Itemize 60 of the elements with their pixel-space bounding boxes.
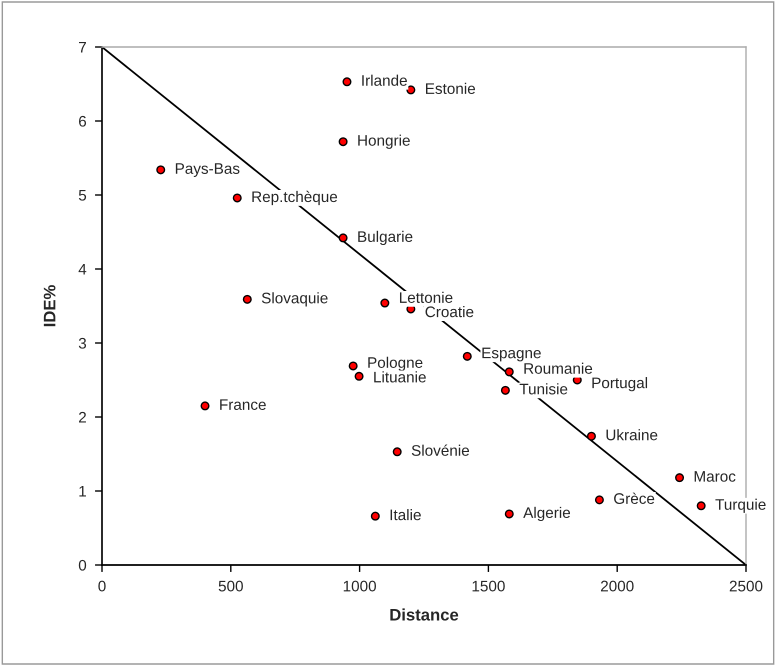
x-tick-label: 1000 — [344, 580, 376, 592]
annotation: Roumanie — [524, 362, 592, 374]
point — [348, 361, 358, 370]
annotation: Slovaquie — [262, 292, 328, 306]
point — [200, 401, 210, 410]
annotation: Algerie — [523, 506, 570, 522]
point — [242, 294, 252, 304]
point — [406, 85, 416, 94]
y-tick-label: 0 — [78, 560, 86, 571]
point — [696, 501, 706, 510]
x-tick-label: 1500 — [472, 580, 505, 592]
y-tick-label: 4 — [78, 264, 86, 275]
annotation: Espagne — [482, 348, 541, 362]
annotation: Slovénie — [412, 444, 470, 456]
annotation: Maroc — [694, 471, 736, 482]
point — [504, 367, 514, 376]
point — [504, 509, 514, 518]
y-tick-label: 3 — [78, 338, 86, 349]
y-tick-label: 6 — [79, 116, 86, 127]
annotation: Ukraine — [606, 429, 658, 440]
point — [500, 386, 510, 395]
annotation: Hongrie — [358, 134, 410, 149]
annotation: Portugal — [592, 377, 648, 392]
annotation: Pologne — [368, 356, 422, 371]
y-axis-title: IDE% — [44, 285, 56, 326]
annotation: Grèce — [614, 492, 654, 504]
x-axis-title: Distance — [390, 608, 458, 621]
annotation: Rep.tchèque — [252, 190, 338, 206]
point — [354, 372, 364, 381]
annotation: Croatie — [426, 306, 474, 318]
point — [338, 137, 348, 146]
point — [338, 233, 348, 242]
x-tick-label: 500 — [218, 580, 243, 592]
y-tick-label: 2 — [78, 412, 86, 423]
annotation: Estonie — [426, 82, 476, 94]
point — [370, 512, 380, 521]
annotation: Lettonie — [400, 292, 452, 303]
point — [675, 473, 684, 482]
x-tick-label: 2000 — [600, 580, 634, 592]
annotation: Irlande — [362, 74, 407, 86]
point — [594, 495, 604, 504]
point — [462, 352, 472, 361]
point — [380, 298, 390, 308]
y-tick-label: 5 — [78, 190, 86, 201]
point — [232, 193, 242, 202]
point — [342, 77, 352, 86]
point — [156, 165, 166, 174]
annotation: Italie — [390, 509, 421, 520]
y-tick-label: 1 — [79, 486, 86, 497]
annotation: Tunisie — [520, 383, 568, 394]
y-tick-label: 7 — [79, 42, 86, 53]
point — [392, 447, 402, 456]
x-tick-label: 2500 — [730, 580, 762, 592]
annotation: Lituanie — [374, 371, 426, 382]
point — [586, 432, 596, 441]
x-tick-label: 0 — [98, 580, 106, 592]
annotation: Bulgarie — [358, 230, 412, 246]
annotation: Pays-Bas — [176, 163, 240, 177]
annotation: Turquie — [715, 498, 766, 513]
annotation: France — [220, 399, 266, 410]
